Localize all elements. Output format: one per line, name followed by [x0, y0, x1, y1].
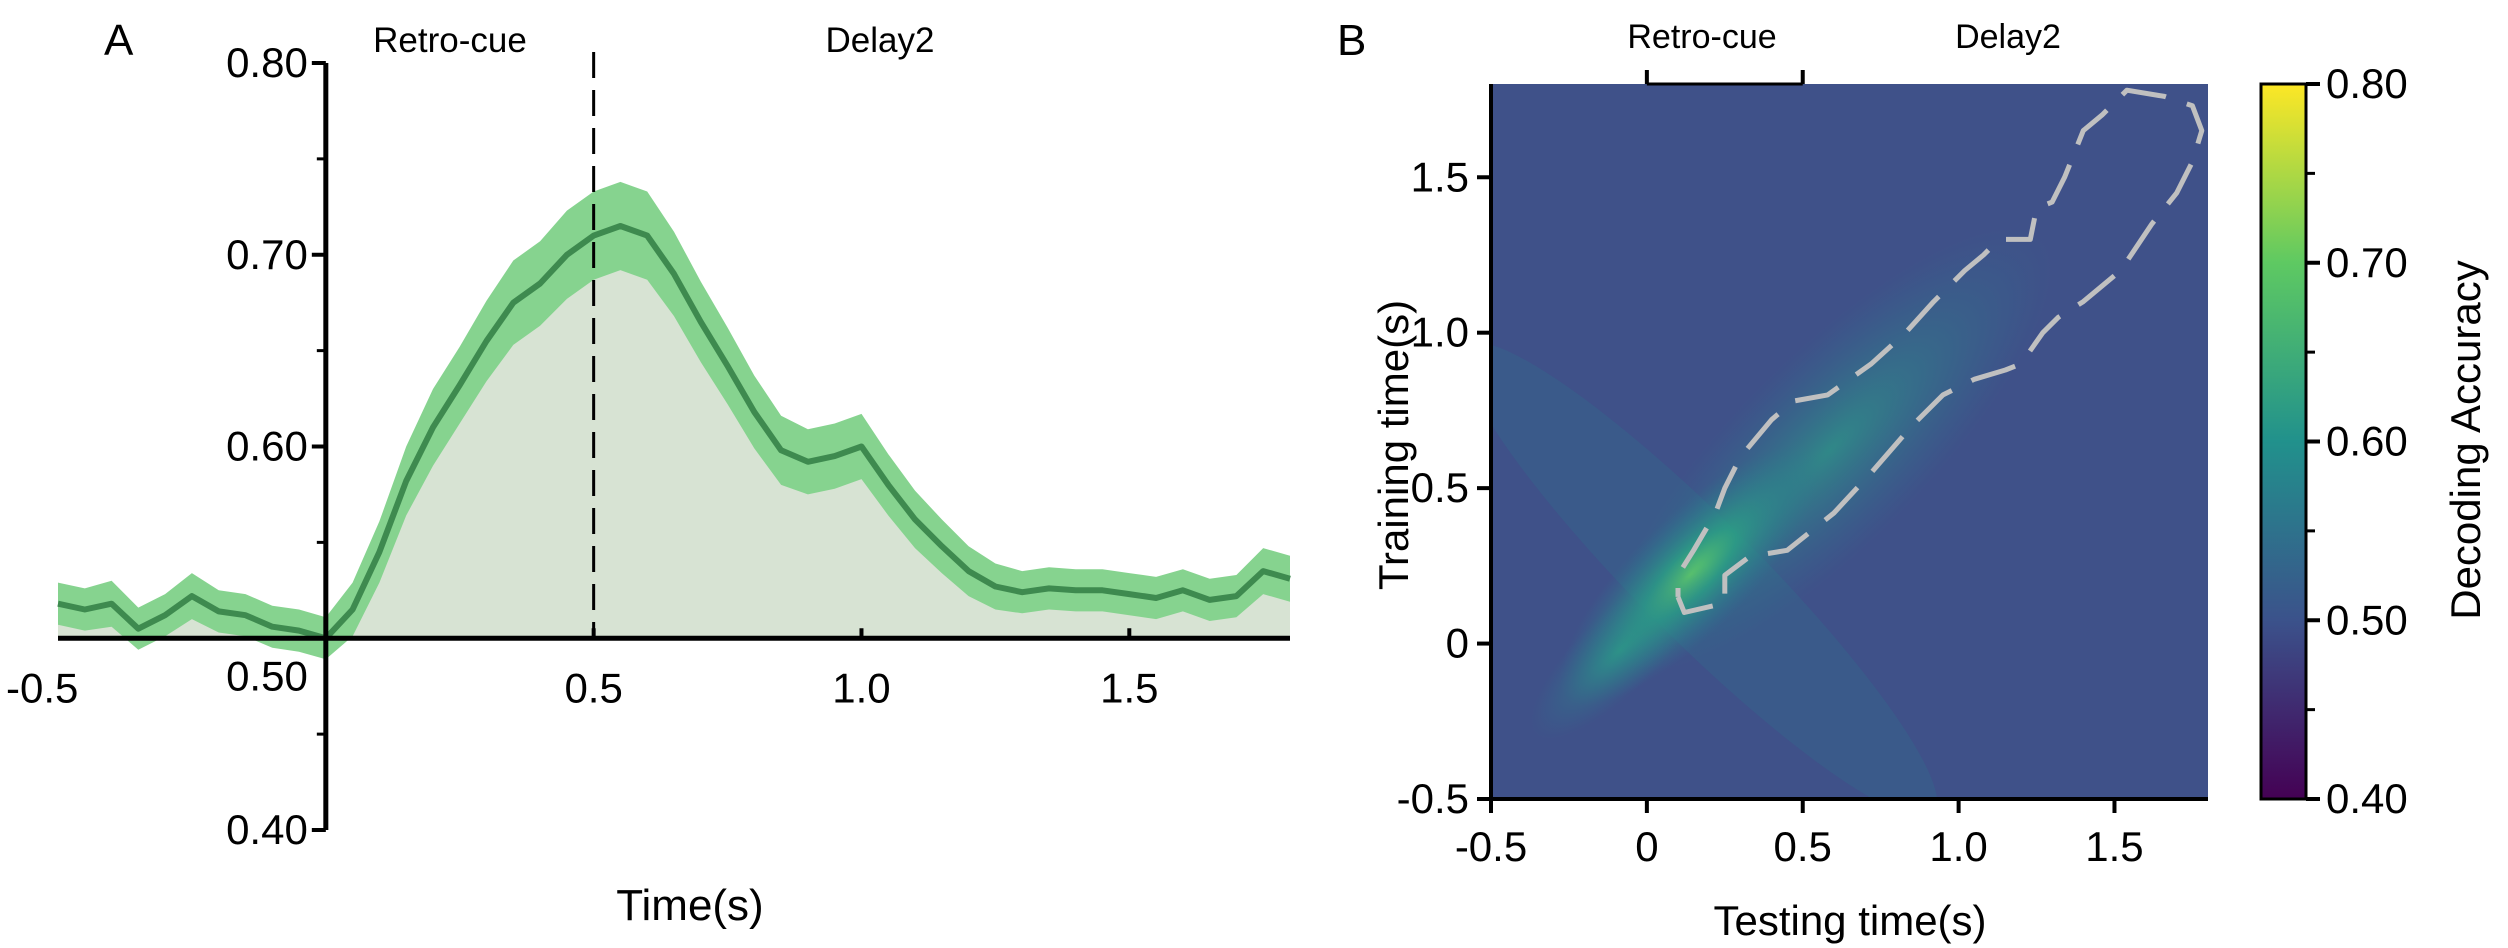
a-y-tick-label: 0.40: [226, 806, 308, 853]
a-x-tick-label: 1.5: [1100, 664, 1158, 711]
a-y-tick-label: 0.50: [226, 652, 308, 699]
b-y-tick-label: 0: [1446, 620, 1469, 667]
b-y-tick-label: -0.5: [1397, 775, 1469, 822]
a-y-tick-label: 0.60: [226, 423, 308, 470]
b-y-tick-label: 1.5: [1411, 153, 1469, 200]
b-x-axis-title: Testing time(s): [1713, 897, 1986, 944]
b-x-tick-label: 1.5: [2085, 823, 2143, 870]
b-x-tick-label: 0.5: [1774, 823, 1832, 870]
b-y-tick-label: 1.0: [1411, 309, 1469, 356]
a-mean-line: [57, 223, 1291, 642]
b-colorbar-tick-label: 0.40: [2326, 775, 2408, 822]
b-colorbar-tick-label: 0.80: [2326, 60, 2408, 107]
a-x-tick-label: 1.0: [832, 664, 890, 711]
a-area-layer: [57, 181, 1291, 660]
panel-b: B Retro-cue Delay2 -0.5 0 0.5 1.0 1.5 -0.5 0 0.…: [1337, 16, 2489, 944]
b-colorbar-tick-layer: 0.80 0.70 0.60 0.50 0.40: [2306, 60, 2408, 822]
a-event-label-retro-cue: Retro-cue: [373, 21, 527, 60]
a-area-fill: [58, 226, 1290, 639]
a-x-tick-label: -0.5: [6, 664, 78, 711]
b-heatmap: [1491, 84, 2208, 799]
b-significance-contour: [1675, 87, 2205, 615]
a-tick-layer: 0.80 0.70 0.60 0.50 0.40 -0.5 0.5 1.0 1.5: [6, 39, 1158, 853]
b-x-tick-label: 1.0: [1929, 823, 1987, 870]
b-colorbar-tick-label: 0.60: [2326, 418, 2408, 465]
b-x-tick-label: -0.5: [1455, 823, 1527, 870]
b-colorbar-tick-label: 0.70: [2326, 239, 2408, 286]
b-x-tick-label: 0: [1635, 823, 1658, 870]
panel-b-label: B: [1337, 16, 1366, 65]
panel-a: A Retro-cue Delay2 0.80 0.70 0.60 0.50 0.40 -…: [6, 16, 1291, 930]
b-event-label-retro-cue: Retro-cue: [1627, 18, 1776, 56]
panel-a-label: A: [104, 16, 134, 65]
b-y-tick-label: 0.5: [1411, 464, 1469, 511]
b-y-axis-title: Training time(s): [1370, 300, 1417, 590]
b-event-label-delay2: Delay2: [1955, 18, 2061, 56]
a-x-axis-title: Time(s): [616, 881, 763, 930]
a-event-label-delay2: Delay2: [826, 21, 935, 60]
b-tick-layer: -0.5 0 0.5 1.0 1.5 -0.5 0 0.5 1.0 1.5: [1397, 70, 2144, 870]
a-y-tick-label: 0.70: [226, 231, 308, 278]
b-colorbar-tick-label: 0.50: [2326, 596, 2408, 643]
b-colorbar-title: Decoding Accuracy: [2442, 260, 2489, 620]
b-colorbar: [2259, 82, 2308, 801]
b-heatmap-early-glow: [1530, 560, 1710, 740]
a-y-tick-label: 0.80: [226, 39, 308, 86]
a-x-tick-label: 0.5: [564, 664, 622, 711]
